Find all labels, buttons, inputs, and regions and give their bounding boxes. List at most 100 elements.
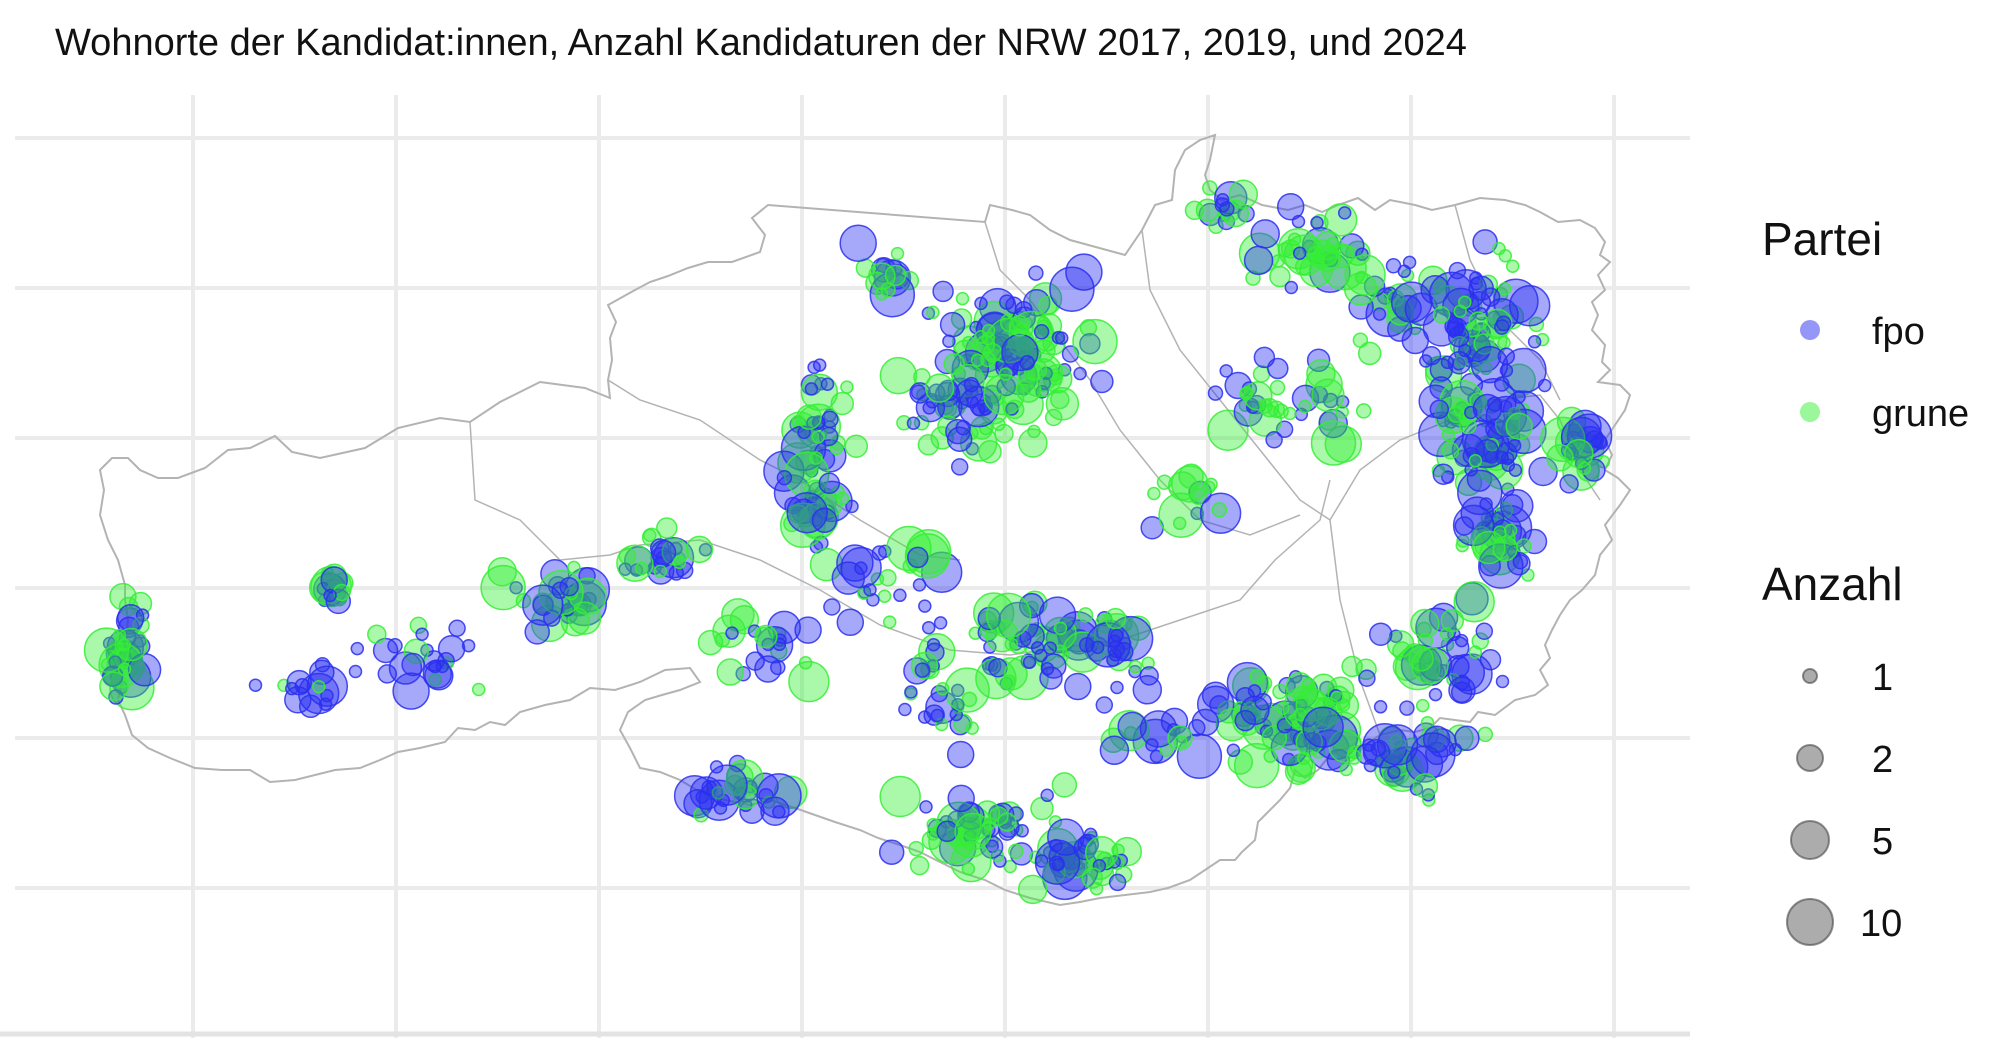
grune-point <box>1008 843 1024 860</box>
fpo-point <box>999 294 1015 310</box>
grune-point <box>724 774 746 797</box>
grune-point <box>917 434 940 456</box>
fpo-point <box>1447 325 1470 348</box>
fpo-point <box>1219 364 1233 378</box>
fpo-point <box>942 334 956 348</box>
grune-point <box>1128 659 1143 674</box>
fpo-point <box>1372 307 1387 321</box>
grune-point <box>811 430 825 444</box>
grune-point <box>616 544 654 582</box>
grune-point <box>1018 428 1048 458</box>
grune-point <box>1207 409 1249 452</box>
grune-point <box>1455 538 1470 553</box>
fpo-point <box>675 561 694 580</box>
fpo-point <box>698 542 713 557</box>
grune-point <box>1412 773 1439 799</box>
grune-point <box>714 632 731 648</box>
fpo-point <box>1475 438 1499 463</box>
fpo-point <box>415 627 429 641</box>
fpo-point <box>422 659 453 689</box>
grune-point <box>1256 675 1273 692</box>
fpo-point <box>1466 466 1493 492</box>
fpo-point <box>706 764 748 806</box>
grune-point <box>567 601 602 635</box>
fpo-point <box>1376 724 1419 766</box>
grune-point <box>1505 259 1520 273</box>
grune-point <box>1277 241 1294 258</box>
grune-point <box>1079 319 1098 337</box>
fpo-point <box>1018 592 1045 619</box>
grune-point <box>1335 405 1349 419</box>
fpo-point <box>1209 695 1229 715</box>
fpo-point <box>1196 685 1235 723</box>
fpo-point <box>1368 622 1393 646</box>
fpo-point <box>1500 489 1534 523</box>
grune-point <box>1316 244 1339 266</box>
legend-size-5 <box>1790 820 1830 860</box>
fpo-point <box>1302 706 1344 748</box>
grune-point <box>1283 406 1297 421</box>
fpo-point <box>1402 255 1417 270</box>
fpo-point <box>1284 280 1299 295</box>
fpo-point <box>1363 758 1378 773</box>
fpo-point <box>448 619 466 638</box>
grune-point <box>879 775 921 818</box>
austria-border <box>98 133 1632 907</box>
fpo-point <box>248 678 263 692</box>
grune-point <box>685 535 714 564</box>
grune-point <box>1243 381 1273 411</box>
grune-point <box>1339 762 1353 777</box>
grune-point <box>333 583 351 602</box>
state-border <box>1329 519 1381 736</box>
fpo-point <box>1410 732 1456 778</box>
grune-point <box>1485 438 1500 452</box>
grune-point <box>1158 492 1204 538</box>
grune-point <box>1441 441 1460 460</box>
grune-point <box>1298 399 1312 414</box>
fpo-point <box>392 672 430 710</box>
fpo-point <box>922 401 936 415</box>
fpo-point <box>509 580 523 595</box>
fpo-point <box>1066 629 1092 655</box>
fpo-point <box>1419 354 1433 368</box>
grune-point <box>1432 306 1451 324</box>
fpo-point <box>1355 247 1369 261</box>
fpo-point <box>936 820 958 843</box>
fpo-point <box>804 382 819 396</box>
grune-point <box>117 662 132 676</box>
fpo-point <box>1039 666 1063 690</box>
grune-point <box>428 673 442 687</box>
grune-point <box>109 582 137 611</box>
fpo-point <box>1322 392 1339 409</box>
fpo-point <box>1015 824 1029 838</box>
fpo-point <box>812 358 827 372</box>
fpo-point <box>946 740 975 769</box>
grune-point <box>1294 257 1313 276</box>
fpo-point <box>813 439 847 473</box>
grune-point <box>1354 270 1369 285</box>
grune-point <box>480 564 526 611</box>
grune-point <box>1173 735 1188 749</box>
fpo-point <box>1214 197 1231 213</box>
grune-point <box>985 592 1032 639</box>
grune-point <box>1045 387 1080 421</box>
grune-point <box>1081 867 1104 889</box>
fpo-point <box>977 606 1002 631</box>
fpo-point <box>1485 395 1528 438</box>
state-border <box>984 221 1301 536</box>
fpo-point <box>1009 842 1034 866</box>
fpo-point <box>1373 700 1388 714</box>
fpo-point <box>839 224 877 262</box>
fpo-point <box>971 402 986 417</box>
grune-point <box>1408 646 1434 672</box>
grune-point <box>1002 674 1016 688</box>
fpo-point <box>1149 749 1164 764</box>
fpo-point <box>893 588 907 603</box>
fpo-point <box>1054 331 1069 345</box>
fpo-point <box>756 773 802 819</box>
grune-point <box>961 335 976 350</box>
fpo-point <box>934 348 961 375</box>
grune-point <box>1004 637 1019 651</box>
grune-point <box>1044 408 1063 427</box>
